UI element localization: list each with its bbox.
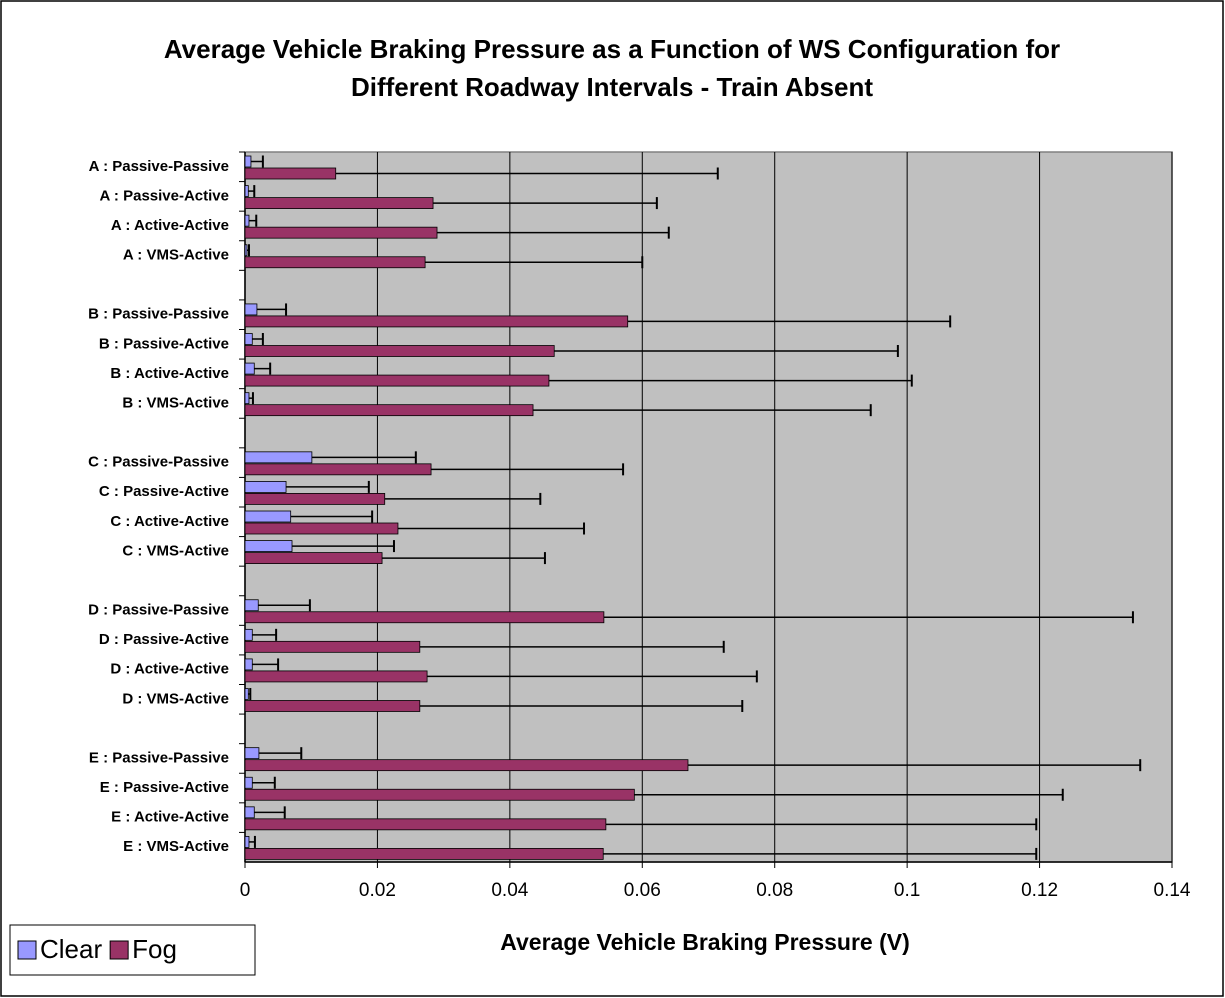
bar (244, 333, 253, 345)
legend-swatch (109, 940, 129, 960)
bar (244, 167, 337, 180)
chart-title: Average Vehicle Braking Pressure as a Fu… (163, 34, 1061, 102)
y-tick-label: E : Active-Active (111, 809, 229, 826)
y-tick-label: D : Passive-Passive (88, 602, 229, 619)
bar (244, 552, 383, 564)
legend-label: Fog (132, 934, 177, 964)
y-tick-label: A : Passive-Active (99, 187, 229, 204)
bar (244, 658, 253, 671)
y-tick-label: A : Active-Active (111, 217, 229, 234)
y-tick-label: B : Passive-Passive (88, 306, 229, 323)
bar (244, 392, 250, 405)
x-tick-label: 0.12 (1021, 880, 1058, 901)
y-tick-label: C : Active-Active (110, 513, 229, 530)
y-tick-label: D : Passive-Active (99, 631, 229, 648)
bar (244, 404, 534, 417)
y-tick-label: C : Passive-Active (99, 483, 229, 500)
bar (244, 226, 438, 239)
bar (244, 315, 629, 328)
x-tick-label: 0.08 (756, 880, 793, 901)
bar (244, 788, 635, 801)
bar (244, 374, 550, 387)
bar (244, 747, 260, 760)
bar (244, 611, 605, 624)
bar (244, 670, 428, 683)
y-tick-label: C : VMS-Active (122, 542, 229, 559)
bar (244, 759, 689, 772)
bar (244, 522, 399, 535)
legend-box (9, 924, 256, 976)
x-tick-label: 0.06 (624, 880, 661, 901)
bar (244, 481, 287, 493)
bar (244, 451, 313, 464)
plot-area (244, 151, 1173, 863)
bar (244, 214, 250, 227)
legend-label: Clear (40, 934, 102, 964)
bar (244, 700, 421, 712)
bar (244, 628, 253, 641)
bar (244, 155, 252, 168)
x-tick-label: 0.14 (1154, 880, 1191, 901)
bar (244, 303, 258, 316)
legend-swatch (17, 940, 37, 960)
y-tick-label: A : Passive-Passive (89, 158, 229, 175)
bar (244, 776, 253, 789)
y-tick-label: B : VMS-Active (122, 394, 229, 411)
y-tick-label: E : Passive-Passive (89, 749, 229, 766)
x-tick-label: 0.02 (359, 880, 396, 901)
y-tick-label: B : Passive-Active (99, 335, 229, 352)
bar (244, 848, 604, 860)
bar (244, 599, 259, 612)
x-tick-label: 0 (240, 880, 251, 901)
y-tick-label: D : Active-Active (110, 661, 229, 678)
bar (244, 836, 250, 848)
bar (244, 197, 434, 209)
bar (244, 345, 555, 357)
bar (244, 510, 292, 523)
y-tick-label: D : VMS-Active (122, 690, 229, 707)
bar (244, 185, 249, 197)
bar (244, 818, 607, 831)
x-axis-label: Average Vehicle Braking Pressure (V) (500, 929, 910, 955)
bar (244, 688, 249, 700)
bar (244, 463, 432, 476)
bar (244, 244, 248, 257)
bar (244, 493, 386, 505)
x-tick-label: 0.1 (894, 880, 920, 901)
y-tick-label: C : Passive-Passive (88, 454, 229, 471)
bar (244, 806, 255, 819)
y-tick-label: E : VMS-Active (123, 838, 229, 855)
bar (244, 256, 426, 269)
bar (244, 640, 421, 653)
y-tick-label: B : Active-Active (110, 365, 229, 382)
bar (244, 540, 293, 552)
bar (244, 362, 255, 375)
y-tick-label: A : VMS-Active (123, 247, 229, 264)
y-tick-label: E : Passive-Active (100, 779, 229, 796)
x-tick-label: 0.04 (491, 880, 528, 901)
